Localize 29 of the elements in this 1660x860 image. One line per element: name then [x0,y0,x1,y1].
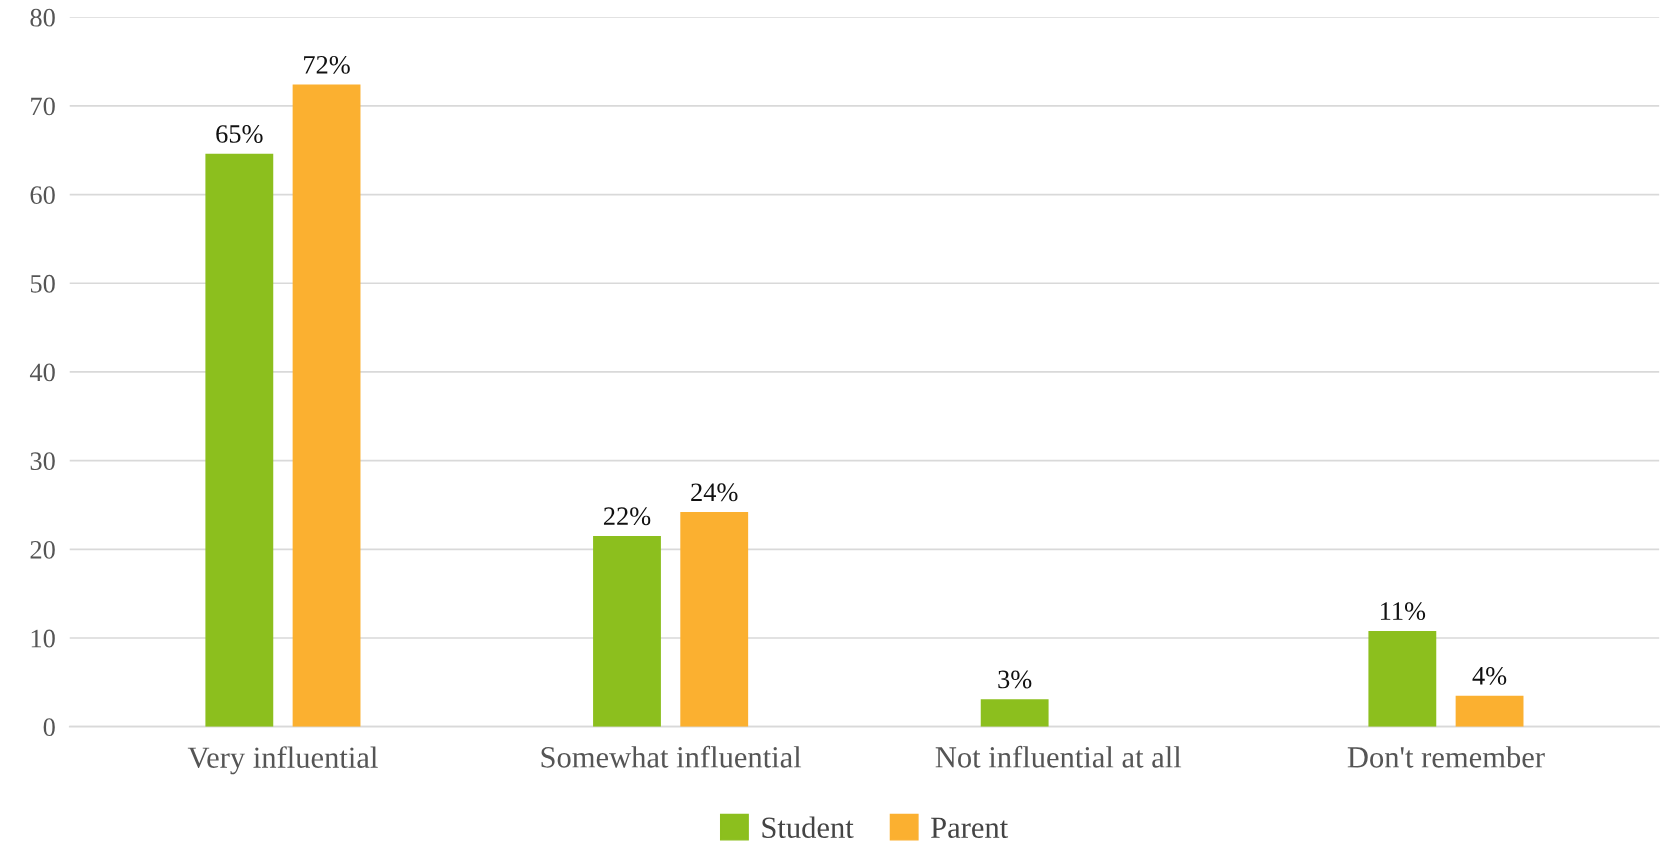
data-label: 24% [691,483,738,502]
bar [1455,695,1524,727]
x-tick-label: Somewhat influential [541,745,802,768]
legend-label: Parent [931,817,1009,839]
y-tick-label: 20 [30,540,55,559]
data-label: 65% [216,125,263,143]
y-tick-label: 80 [30,8,55,27]
data-label: 4% [1472,666,1507,685]
data-label: 72% [304,55,350,74]
y-tick-label: 10 [31,629,55,648]
legend-label: Student [762,816,854,839]
y-tick-label: 70 [31,97,55,116]
data-label: 3% [998,670,1032,689]
x-tick-label: Not influential at all [935,745,1182,768]
y-tick-label: 0 [43,718,55,737]
y-tick-label: 40 [29,363,55,382]
bar [292,84,361,727]
data-label: 22% [603,507,651,526]
bar [205,153,274,727]
data-label: 11% [1380,602,1426,621]
y-tick-label: 60 [30,186,55,204]
x-tick-label: Don't remember [1347,746,1545,768]
y-tick-label: 30 [30,452,55,471]
bar [1368,630,1437,727]
bar [980,699,1049,727]
bar [680,512,749,727]
bar [593,536,661,727]
y-tick-label: 50 [30,274,55,293]
x-tick-label: Very influential [187,746,378,775]
